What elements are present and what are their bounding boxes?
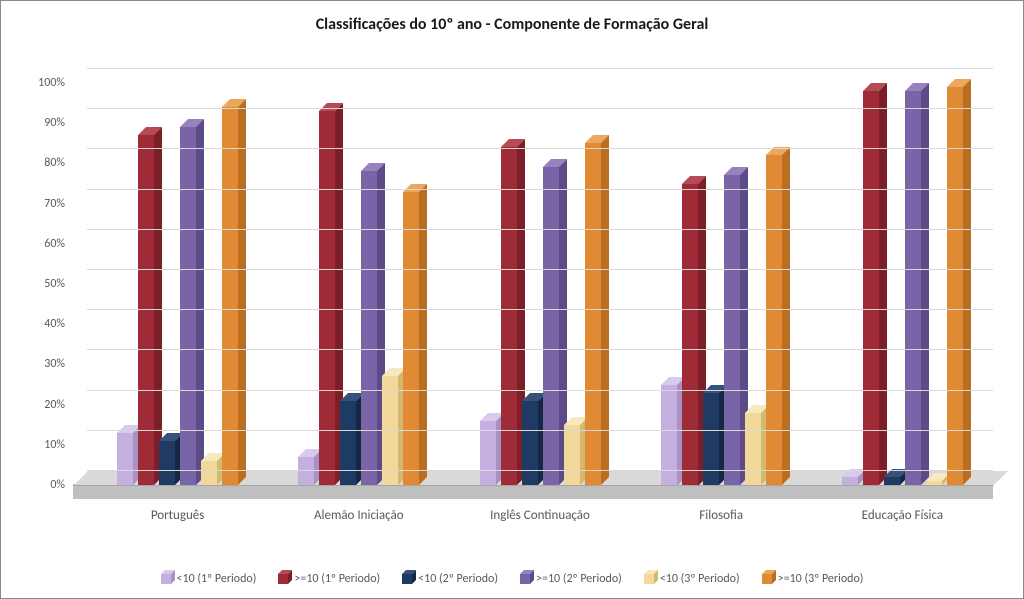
legend-swatch: [278, 574, 288, 584]
bar: [180, 127, 196, 485]
bar: [724, 175, 740, 485]
gridline: [87, 349, 993, 350]
category-label: Alemão Iniciação: [268, 508, 449, 523]
chart-container: Classificações do 10º ano - Componente d…: [0, 0, 1024, 599]
bar: [201, 461, 217, 485]
bar: [905, 91, 921, 485]
legend-swatch: [762, 574, 772, 584]
gridline: [87, 148, 993, 149]
plot-inner: PortuguêsAlemão IniciaçãoInglês Continua…: [73, 69, 993, 499]
bar: [842, 477, 858, 485]
y-axis-label: 50%: [17, 277, 65, 291]
plot-area: PortuguêsAlemão IniciaçãoInglês Continua…: [73, 69, 993, 499]
gridline: [87, 430, 993, 431]
category-label: Português: [87, 508, 268, 523]
gridline: [87, 68, 993, 69]
legend-item: <10 (1º Periodo): [161, 572, 257, 586]
bar: [159, 441, 175, 485]
gridline: [87, 309, 993, 310]
bar: [403, 192, 419, 485]
gridline: [87, 189, 993, 190]
y-axis-label: 30%: [17, 357, 65, 371]
y-axis-label: 100%: [17, 76, 65, 90]
legend-item: >=10 (2º Periodo): [520, 572, 622, 586]
legend-item: >=10 (1º Periodo): [278, 572, 380, 586]
bar: [117, 433, 133, 485]
bar: [522, 401, 538, 485]
legend-swatch: [644, 574, 654, 584]
bar: [947, 87, 963, 485]
legend: <10 (1º Periodo) >=10 (1º Periodo) <10 (2º…: [41, 572, 983, 586]
legend-label: <10 (3º Periodo): [660, 572, 740, 586]
bar-groups: PortuguêsAlemão IniciaçãoInglês Continua…: [87, 69, 993, 485]
y-axis-label: 10%: [17, 438, 65, 452]
legend-item: <10 (2º Periodo): [402, 572, 498, 586]
chart-title: Classificações do 10º ano - Componente d…: [1, 15, 1023, 34]
bar-group: Alemão Iniciação: [268, 69, 449, 485]
bar: [585, 143, 601, 485]
bar: [361, 171, 377, 485]
legend-swatch: [520, 574, 530, 584]
legend-label: <10 (1º Periodo): [177, 572, 257, 586]
y-axis-label: 0%: [17, 478, 65, 492]
bar: [501, 147, 517, 485]
gridline: [87, 229, 993, 230]
legend-swatch: [402, 574, 412, 584]
legend-label: <10 (2º Periodo): [418, 572, 498, 586]
bar: [926, 481, 942, 485]
bar-group: Filosofia: [631, 69, 812, 485]
y-axis-label: 70%: [17, 197, 65, 211]
y-axis-label: 90%: [17, 116, 65, 130]
category-label: Educação Física: [812, 508, 993, 523]
legend-label: >=10 (1º Periodo): [294, 572, 380, 586]
bar: [766, 155, 782, 485]
bar: [703, 393, 719, 485]
bar: [543, 167, 559, 485]
category-label: Filosofia: [631, 508, 812, 523]
category-label: Inglês Continuação: [449, 508, 630, 523]
bar: [340, 401, 356, 485]
y-axis-label: 20%: [17, 398, 65, 412]
gridline: [87, 470, 993, 471]
bar: [564, 425, 580, 485]
bar: [222, 107, 238, 485]
gridline: [87, 269, 993, 270]
y-axis-label: 80%: [17, 156, 65, 170]
legend-item: >=10 (3º Periodo): [762, 572, 864, 586]
legend-label: >=10 (3º Periodo): [778, 572, 864, 586]
bar: [745, 413, 761, 485]
legend-item: <10 (3º Periodo): [644, 572, 740, 586]
legend-label: >=10 (2º Periodo): [536, 572, 622, 586]
bar-group: Português: [87, 69, 268, 485]
gridline: [87, 390, 993, 391]
legend-swatch: [161, 574, 171, 584]
bar: [863, 91, 879, 485]
bar-group: Educação Física: [812, 69, 993, 485]
floor: [73, 484, 993, 499]
gridline: [87, 108, 993, 109]
y-axis-label: 60%: [17, 237, 65, 251]
bar: [884, 477, 900, 485]
y-axis-label: 40%: [17, 317, 65, 331]
bar-group: Inglês Continuação: [449, 69, 630, 485]
